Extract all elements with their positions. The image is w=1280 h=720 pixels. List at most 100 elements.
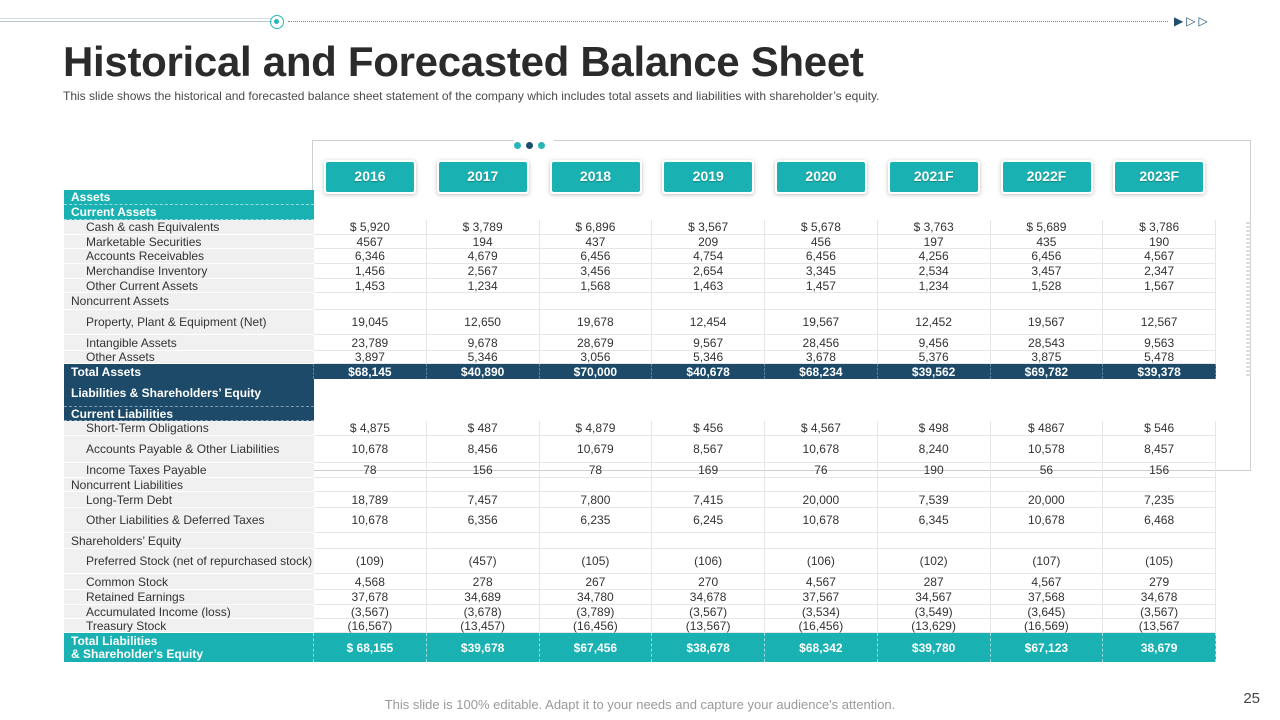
table-cell: $ 4,875 xyxy=(314,421,427,436)
table-cell: 1,234 xyxy=(426,279,540,293)
table-cell: $39,678 xyxy=(426,633,540,662)
table-cell: 278 xyxy=(426,574,540,590)
row-label: Current Liabilities xyxy=(64,407,314,421)
table-cell: 3,345 xyxy=(765,264,878,279)
table-cell: 4,256 xyxy=(877,249,991,264)
table-cell: (3,549) xyxy=(877,605,991,619)
row-label-line1: Total Liabilities xyxy=(71,633,158,648)
table-cell: (3,567) xyxy=(314,605,427,619)
table-cell: 5,346 xyxy=(426,350,540,364)
table-cell: 76 xyxy=(765,463,878,478)
table-cell: 19,567 xyxy=(990,310,1104,335)
year-tile: 2022F xyxy=(1000,160,1093,194)
table-cell: $ 546 xyxy=(1103,421,1216,436)
table-cell: 10,678 xyxy=(765,436,878,463)
table-cell: 1,568 xyxy=(539,279,653,293)
row-label: Retained Earnings xyxy=(64,590,314,605)
table-cell xyxy=(877,478,991,492)
table-cell xyxy=(765,533,878,549)
balance-sheet-table: Assets Current Assets Cash & cash Equivale… xyxy=(64,190,1216,662)
row-label: Current Assets xyxy=(64,205,314,220)
table-cell: 190 xyxy=(1103,235,1216,249)
table-cell xyxy=(652,407,765,421)
section-row: Current Assets xyxy=(64,205,1216,220)
table-row: Treasury Stock (16,567) (13,457) (16,456) (1… xyxy=(64,619,1216,633)
year-tile: 2019 xyxy=(662,160,755,194)
table-cell xyxy=(314,533,427,549)
table-cell xyxy=(314,379,427,407)
table-cell: 3,056 xyxy=(539,350,653,364)
table-cell: 12,650 xyxy=(426,310,540,335)
table-cell: (3,678) xyxy=(426,605,540,619)
table-cell: (106) xyxy=(765,549,878,574)
table-cell: 2,347 xyxy=(1103,264,1216,279)
table-cell xyxy=(652,293,765,310)
row-label: Noncurrent Assets xyxy=(64,293,314,310)
year-label: 2021F xyxy=(889,162,978,192)
table-cell: 37,678 xyxy=(314,590,427,605)
section-row: Current Liabilities xyxy=(64,407,1216,421)
table-cell xyxy=(540,407,653,421)
row-label: Liabilities & Shareholders’ Equity xyxy=(64,379,314,407)
year-tile: 2018 xyxy=(549,160,642,194)
section-row: Noncurrent Liabilities xyxy=(64,478,1216,492)
row-label-line2: & Shareholder’s Equity xyxy=(71,646,204,661)
table-cell: 156 xyxy=(426,463,540,478)
table-cell: 1,456 xyxy=(314,264,427,279)
table-cell: 156 xyxy=(1103,463,1216,478)
table-cell: 4567 xyxy=(314,235,427,249)
table-row: Other Liabilities & Deferred Taxes 10,678… xyxy=(64,508,1216,533)
table-cell xyxy=(1103,379,1216,407)
table-cell: 1,234 xyxy=(877,279,991,293)
table-cell: $ 3,789 xyxy=(426,220,540,235)
dotted-rule xyxy=(288,21,1168,22)
table-cell: $ 6,896 xyxy=(539,220,653,235)
top-line xyxy=(0,21,272,22)
table-cell xyxy=(991,205,1104,220)
table-cell: (13,629) xyxy=(877,619,991,633)
table-cell: 78 xyxy=(539,463,653,478)
table-cell: 23,789 xyxy=(314,335,427,351)
target-circle-icon xyxy=(270,15,284,29)
table-cell xyxy=(1103,190,1216,205)
table-cell xyxy=(1103,478,1216,492)
table-cell: 34,678 xyxy=(1103,590,1216,605)
table-cell: (13,567) xyxy=(652,619,765,633)
table-cell xyxy=(765,293,878,310)
table-cell: 6,345 xyxy=(877,508,991,533)
table-cell: 435 xyxy=(990,235,1104,249)
table-cell: $68,342 xyxy=(765,633,878,662)
table-cell: (16,567) xyxy=(314,619,427,633)
table-cell: 194 xyxy=(426,235,540,249)
table-cell: 2,567 xyxy=(426,264,540,279)
table-row: Accounts Payable & Other Liabilities 10,6… xyxy=(64,436,1216,463)
table-cell xyxy=(314,205,427,220)
table-cell xyxy=(540,205,653,220)
table-cell: $ 4,879 xyxy=(539,421,653,436)
table-cell: $39,780 xyxy=(877,633,991,662)
year-label: 2019 xyxy=(664,162,753,192)
table-cell: 6,456 xyxy=(539,249,653,264)
table-cell xyxy=(652,533,765,549)
table-cell: $ 4867 xyxy=(990,421,1104,436)
year-label: 2017 xyxy=(438,162,527,192)
table-cell xyxy=(426,533,540,549)
row-label: Accounts Receivables xyxy=(64,249,314,264)
year-label: 2022F xyxy=(1002,162,1091,192)
table-cell xyxy=(877,293,991,310)
table-cell: 28,456 xyxy=(765,335,878,351)
table-cell xyxy=(652,190,765,205)
table-cell: (107) xyxy=(990,549,1104,574)
table-cell: 456 xyxy=(765,235,878,249)
row-label: Shareholders’ Equity xyxy=(64,533,314,549)
year-label: 2018 xyxy=(551,162,640,192)
table-cell: 7,235 xyxy=(1103,492,1216,508)
row-label: Other Liabilities & Deferred Taxes xyxy=(64,508,314,533)
table-cell: $67,123 xyxy=(990,633,1104,662)
table-cell: 1,463 xyxy=(652,279,765,293)
table-cell: (16,569) xyxy=(990,619,1104,633)
table-cell: 7,539 xyxy=(877,492,991,508)
table-cell: 1,567 xyxy=(1103,279,1216,293)
table-cell xyxy=(877,533,991,549)
year-label: 2016 xyxy=(326,162,414,192)
